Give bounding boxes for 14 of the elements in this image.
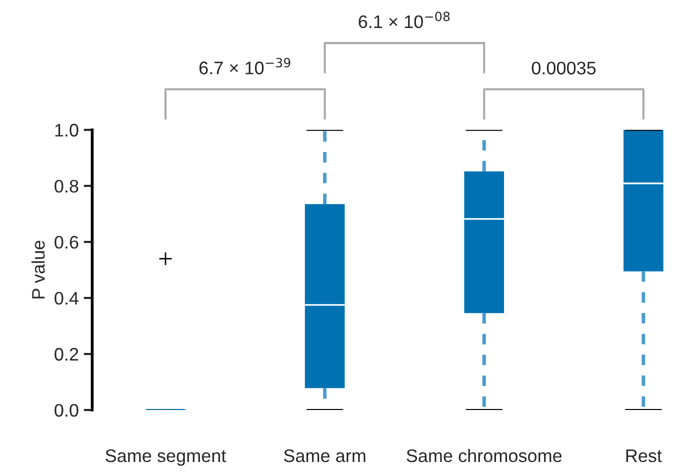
- text: 6.7 × 10$^{−39}$: [199, 58, 290, 74]
- x-tick-label: Same segment: [106, 449, 226, 466]
- x-tick-label: Rest: [626, 450, 662, 462]
- y-axis-title: P value: [32, 240, 45, 298]
- y-tick-label: 0.6: [54, 236, 78, 249]
- text: 6.1 × 10$^{−08}$: [358, 12, 450, 28]
- text: 0.00035: [532, 62, 596, 74]
- x-tick-label: Same arm: [284, 449, 366, 462]
- y-tick-label: 0.4: [54, 292, 78, 305]
- y-tick-label: 0.2: [54, 348, 78, 361]
- y-tick-label: 0.0: [54, 404, 78, 417]
- y-tick-label: 1.0: [55, 124, 78, 137]
- y-tick-label: 0.8: [54, 180, 78, 193]
- x-tick-label: Same chromosome: [406, 448, 562, 462]
